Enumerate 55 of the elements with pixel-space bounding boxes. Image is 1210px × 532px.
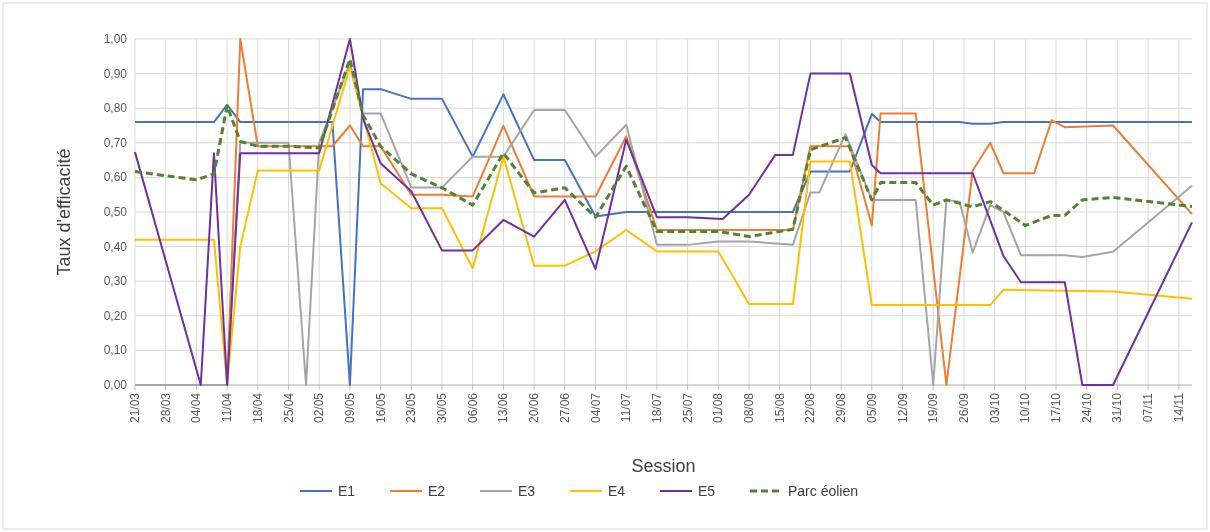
y-tick-label: 0,20 [103,308,128,323]
x-tick-label: 27/06 [557,392,572,424]
x-tick-label: 30/05 [435,392,450,424]
x-tick-label: 28/03 [158,392,173,424]
x-tick-label: 31/10 [1110,392,1125,424]
y-tick-label: 0,60 [103,170,128,185]
y-tick-label: 0,50 [103,205,128,219]
y-tick-label: 1,00 [103,32,128,46]
x-tick-label: 25/04 [281,392,296,424]
x-tick-label: 10/10 [1018,392,1033,424]
y-tick-label: 0,40 [103,239,128,254]
legend-label: E3 [518,483,536,499]
x-tick-label: 20/06 [527,392,542,424]
x-tick-label: 08/08 [742,392,757,424]
x-tick-label: 21/03 [128,392,142,424]
y-tick-label: 0,00 [103,378,128,392]
x-tick-label: 15/08 [772,392,787,424]
x-tick-label: 23/05 [404,392,419,424]
legend-label: E5 [698,483,716,499]
y-axis-title: Taux d'efficacité [54,148,74,276]
x-tick-label: 07/11 [1141,392,1156,423]
x-tick-label: 14/11 [1171,392,1186,423]
legend-label: Parc éolien [788,483,859,499]
x-tick-label: 18/07 [649,392,664,424]
y-tick-label: 0,10 [103,343,128,358]
x-tick-label: 25/07 [680,392,695,424]
x-tick-label: 24/10 [1079,392,1094,424]
x-tick-label: 18/04 [250,392,265,424]
x-tick-label: 17/10 [1049,392,1064,424]
x-tick-label: 22/08 [803,392,818,424]
line-series [133,57,1194,239]
x-tick-label: 13/06 [496,392,511,424]
x-tick-label: 06/06 [465,392,480,424]
x-tick-label: 04/04 [189,392,204,424]
x-tick-label: 16/05 [373,392,388,424]
x-tick-label: 02/05 [312,392,327,424]
x-tick-label: 09/05 [342,392,357,424]
legend-label: E1 [338,483,356,499]
y-tick-label: 0,30 [103,274,128,289]
x-axis-title: Session [631,456,696,476]
x-tick-label: 26/09 [956,392,971,424]
y-tick-label: 0,90 [103,66,128,81]
y-tick-label: 0,70 [103,135,128,150]
y-tick-label: 0,80 [103,101,128,116]
legend-label: E4 [608,483,626,499]
x-tick-label: 19/09 [926,392,941,424]
x-tick-label: 11/07 [619,392,634,423]
x-tick-label: 12/09 [895,392,910,424]
legend-label: E2 [428,483,446,499]
x-tick-label: 03/10 [987,392,1002,424]
x-tick-label: 05/09 [864,392,879,424]
x-tick-label: 04/07 [588,392,603,424]
x-tick-label: 11/04 [220,392,235,423]
x-tick-label: 01/08 [711,392,726,424]
x-tick-label: 29/08 [834,392,849,424]
